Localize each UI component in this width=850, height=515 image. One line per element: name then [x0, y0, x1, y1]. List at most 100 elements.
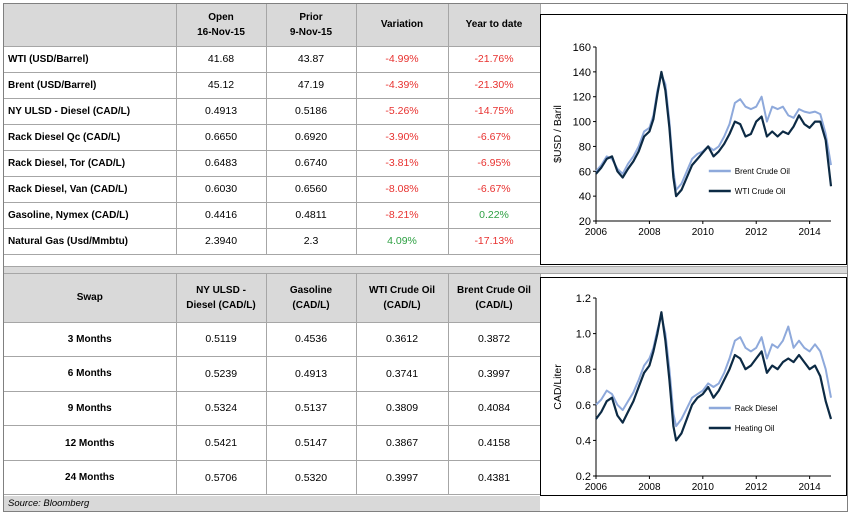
prices-cell-prior: 0.6560 [266, 176, 357, 203]
swaps-cell-brent: 0.3872 [448, 322, 541, 358]
prices-row: NY ULSD - Diesel (CAD/L) 0.4913 0.5186 -5.2… [4, 98, 541, 125]
x-tick-label: 2010 [692, 227, 715, 238]
y-tick-label: 120 [573, 92, 591, 104]
prices-row: Brent (USD/Barrel) 45.12 47.19 -4.39% -21.30… [4, 72, 541, 99]
prices-cell-variation: -8.08% [356, 176, 449, 203]
prices-cell-open: 0.6483 [176, 150, 267, 177]
swaps-cell-brent: 0.4158 [448, 425, 541, 461]
prices-cell-variation: -4.99% [356, 46, 449, 73]
legend-label: Heating Oil [735, 424, 775, 433]
prices-cell-open: 0.6650 [176, 124, 267, 151]
prices-cell-prior: 0.5186 [266, 98, 357, 125]
prices-row: Gasoline, Nymex (CAD/L) 0.4416 0.4811 -8.21… [4, 202, 541, 229]
fuel-prices-report: Open 16-Nov-15 Prior 9-Nov-15 Variation … [3, 3, 848, 512]
swaps-cell-brent: 0.4084 [448, 391, 541, 427]
swaps-row-label: 12 Months [4, 425, 177, 461]
swaps-row-label: 24 Months [4, 460, 177, 496]
legend-label: Brent Crude Oil [735, 167, 790, 176]
prices-row-label: Brent (USD/Barrel) [4, 72, 177, 99]
prices-cell-open: 0.6030 [176, 176, 267, 203]
swaps-cell-ulsd: 0.5421 [176, 425, 267, 461]
y-axis-label: $USD / Baril [552, 105, 564, 163]
swaps-cell-gasoline: 0.5147 [266, 425, 357, 461]
swaps-cell-gasoline: 0.4913 [266, 356, 357, 392]
prices-row: Natural Gas (Usd/Mmbtu) 2.3940 2.3 4.09% -17… [4, 228, 541, 255]
prices-row: Rack Diesel Qc (CAD/L) 0.6650 0.6920 -3.90%… [4, 124, 541, 151]
x-tick-label: 2014 [799, 482, 822, 493]
y-tick-label: 0.4 [576, 435, 591, 447]
prices-cell-ytd: -21.76% [448, 46, 541, 73]
swaps-header-ulsd: NY ULSD - Diesel (CAD/L) [176, 274, 267, 323]
swaps-row-label: 6 Months [4, 356, 177, 392]
prices-cell-prior: 47.19 [266, 72, 357, 99]
prices-cell-open: 2.3940 [176, 228, 267, 255]
swaps-cell-gasoline: 0.4536 [266, 322, 357, 358]
prices-row-label: Rack Diesel Qc (CAD/L) [4, 124, 177, 151]
y-tick-label: 0.6 [576, 400, 591, 412]
swaps-cell-ulsd: 0.5119 [176, 322, 267, 358]
legend-label: WTI Crude Oil [735, 187, 786, 196]
prices-cell-ytd: 0.22% [448, 202, 541, 229]
swaps-cell-brent: 0.3997 [448, 356, 541, 392]
x-tick-label: 2006 [585, 227, 608, 238]
prices-row-label: Rack Diesel, Van (CAD/L) [4, 176, 177, 203]
y-tick-label: 40 [579, 191, 591, 203]
prices-header-label [4, 4, 177, 47]
section-separator [4, 266, 847, 274]
swaps-row: 24 Months 0.5706 0.5320 0.3997 0.4381 [4, 460, 541, 496]
swaps-cell-brent: 0.4381 [448, 460, 541, 496]
prices-row-label: NY ULSD - Diesel (CAD/L) [4, 98, 177, 125]
y-tick-label: 140 [573, 67, 591, 79]
swaps-table: Swap NY ULSD - Diesel (CAD/L) Gasoline (… [4, 274, 541, 496]
y-tick-label: 0.2 [576, 471, 591, 483]
swaps-header-swap: Swap [4, 274, 177, 323]
y-tick-label: 0.8 [576, 364, 591, 376]
swaps-header-row: Swap NY ULSD - Diesel (CAD/L) Gasoline (… [4, 274, 541, 323]
y-tick-label: 160 [573, 42, 591, 54]
prices-cell-ytd: -21.30% [448, 72, 541, 99]
swaps-row: 6 Months 0.5239 0.4913 0.3741 0.3997 [4, 356, 541, 392]
prices-cell-prior: 0.6740 [266, 150, 357, 177]
series-line-heating-oil [595, 311, 833, 442]
crude-oil-chart: 20 40 60 80 100 120 140 160 2006 2008 2010 2012 2014… [552, 42, 833, 238]
prices-row-label: Natural Gas (Usd/Mmbtu) [4, 228, 177, 255]
x-tick-label: 2008 [638, 227, 661, 238]
prices-row-label: WTI (USD/Barrel) [4, 46, 177, 73]
prices-header-row: Open 16-Nov-15 Prior 9-Nov-15 Variation … [4, 4, 541, 47]
source-note: Source: Bloomberg [4, 496, 540, 511]
swaps-row-label: 3 Months [4, 322, 177, 358]
prices-row: Rack Diesel, Tor (CAD/L) 0.6483 0.6740 -3.8… [4, 150, 541, 177]
swaps-row: 3 Months 0.5119 0.4536 0.3612 0.3872 [4, 322, 541, 358]
swaps-header-brent: Brent Crude Oil (CAD/L) [448, 274, 541, 323]
prices-cell-open: 0.4416 [176, 202, 267, 229]
prices-header-variation: Variation [356, 4, 449, 47]
prices-header-prior: Prior 9-Nov-15 [266, 4, 357, 47]
prices-cell-ytd: -6.67% [448, 124, 541, 151]
prices-cell-variation: -8.21% [356, 202, 449, 229]
y-tick-label: 20 [579, 216, 591, 228]
prices-cell-prior: 43.87 [266, 46, 357, 73]
swaps-row-label: 9 Months [4, 391, 177, 427]
crude-oil-chart-panel: 20 40 60 80 100 120 140 160 2006 2008 2010 2012 2014… [540, 14, 847, 265]
y-tick-label: 100 [573, 117, 591, 129]
swaps-cell-wti: 0.3867 [356, 425, 449, 461]
prices-cell-prior: 2.3 [266, 228, 357, 255]
series-line-rack-diesel [595, 314, 832, 428]
prices-row: WTI (USD/Barrel) 41.68 43.87 -4.99% -21.76% [4, 46, 541, 73]
series-line-brent-crude-oil [595, 73, 832, 191]
swaps-cell-gasoline: 0.5320 [266, 460, 357, 496]
prices-cell-variation: -3.90% [356, 124, 449, 151]
swaps-row: 12 Months 0.5421 0.5147 0.3867 0.4158 [4, 425, 541, 461]
prices-cell-variation: -5.26% [356, 98, 449, 125]
prices-row: Rack Diesel, Van (CAD/L) 0.6030 0.6560 -8.0… [4, 176, 541, 203]
swaps-cell-wti: 0.3612 [356, 322, 449, 358]
y-tick-label: 60 [579, 166, 591, 178]
y-axis-label: CAD/Liter [552, 364, 564, 410]
swaps-header-wti: WTI Crude Oil (CAD/L) [356, 274, 449, 323]
prices-row-label: Gasoline, Nymex (CAD/L) [4, 202, 177, 229]
prices-cell-ytd: -14.75% [448, 98, 541, 125]
prices-cell-variation: 4.09% [356, 228, 449, 255]
x-tick-label: 2012 [745, 227, 768, 238]
prices-cell-open: 45.12 [176, 72, 267, 99]
legend-label: Rack Diesel [735, 404, 778, 413]
